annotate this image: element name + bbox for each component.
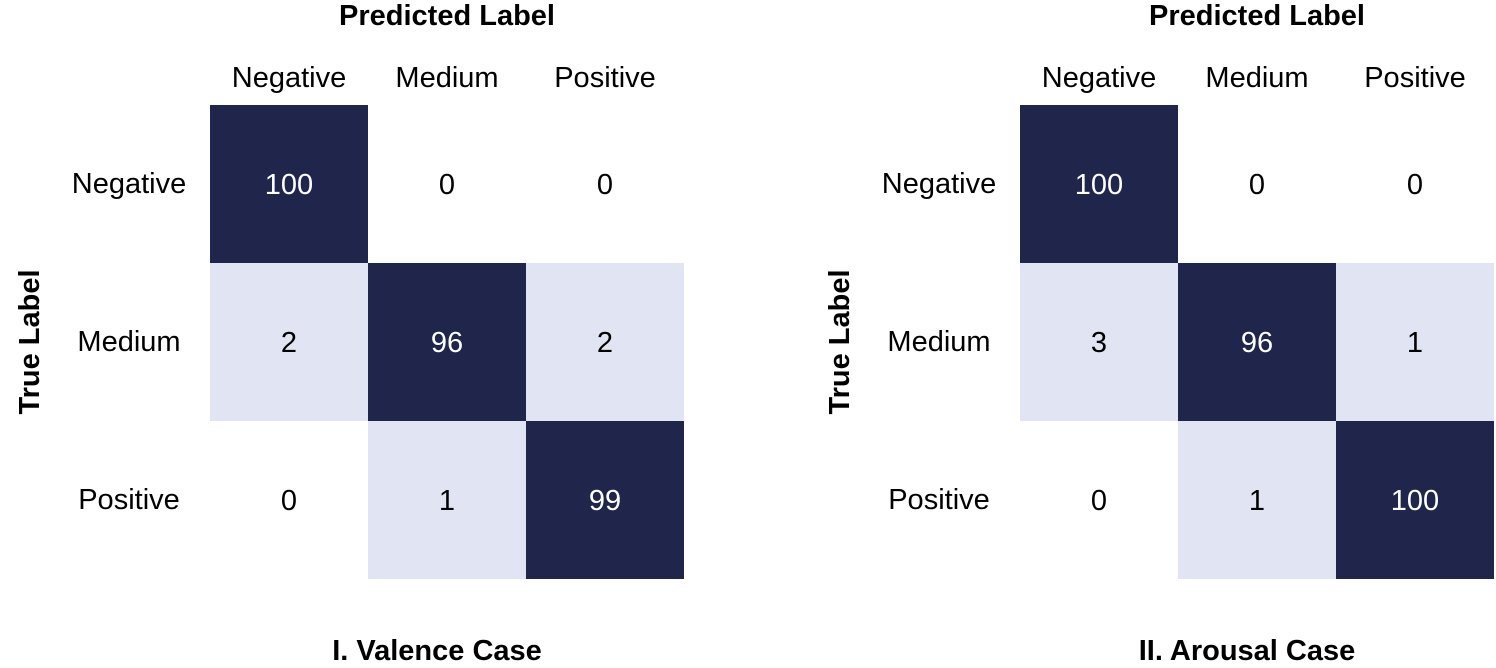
col-tick-label: Positive (1364, 62, 1466, 94)
cell-value-label: 0 (1249, 169, 1265, 201)
heatmap-grid: 100 0 0 3 96 1 0 1 100 (1020, 105, 1494, 579)
col-tick-label: Medium (395, 62, 499, 94)
row-tick-label: Negative (71, 168, 187, 200)
chart-caption: II. Arousal Case (1138, 635, 1356, 667)
heatmap-cell (526, 421, 684, 579)
cell-value-label: 1 (1249, 485, 1265, 517)
cell-value-label: 0 (597, 169, 613, 201)
cell-value-label: 0 (1407, 169, 1423, 201)
cell-value-label: 1 (1407, 327, 1423, 359)
heatmap-cell (368, 263, 526, 421)
cell-value-label: 100 (1391, 485, 1439, 517)
col-tick-label: Negative (1041, 62, 1157, 94)
confusion-matrix-valence: Predicted Label Negative Medium Positive… (0, 0, 748, 667)
row-tick-label: Positive (78, 484, 180, 516)
heatmap-cell (210, 105, 368, 263)
cell-value-label: 3 (1091, 327, 1107, 359)
heatmap-cell (1178, 105, 1336, 263)
row-tick-label: Medium (887, 326, 991, 358)
y-axis-label: True Label (14, 269, 46, 415)
cell-value-label: 100 (1075, 169, 1123, 201)
heatmap-cell (1178, 421, 1336, 579)
heatmap-cell (526, 263, 684, 421)
cell-value-label: 96 (431, 327, 463, 359)
heatmap-cell (1336, 421, 1494, 579)
heatmap-cell (1020, 105, 1178, 263)
heatmap-cell (526, 105, 684, 263)
confusion-matrix-arousal: Predicted Label Negative Medium Positive… (810, 0, 1496, 667)
cell-value-label: 0 (439, 169, 455, 201)
heatmap-cell (1178, 263, 1336, 421)
heatmap-cell (210, 421, 368, 579)
cell-value-label: 0 (1091, 485, 1107, 517)
cell-value-label: 0 (281, 485, 297, 517)
cell-value-label: 1 (439, 485, 455, 517)
heatmap-cell (1336, 263, 1494, 421)
heatmap-cell (1020, 263, 1178, 421)
cell-value-label: 100 (265, 169, 313, 201)
row-tick-label: Medium (77, 326, 181, 358)
cell-value-label: 99 (589, 485, 621, 517)
col-tick-label: Medium (1205, 62, 1309, 94)
chart-caption: I. Valence Case (332, 635, 542, 667)
x-axis-label: Predicted Label (339, 0, 555, 32)
row-tick-label: Negative (881, 168, 997, 200)
y-axis-label: True Label (824, 269, 856, 415)
cell-value-label: 2 (597, 327, 613, 359)
cell-value-label: 2 (281, 327, 297, 359)
col-tick-label: Negative (231, 62, 347, 94)
x-axis-label: Predicted Label (1149, 0, 1365, 32)
cell-value-label: 96 (1241, 327, 1273, 359)
heatmap-cell (368, 105, 526, 263)
row-tick-label: Positive (888, 484, 990, 516)
col-tick-label: Positive (554, 62, 656, 94)
heatmap-cell (1020, 421, 1178, 579)
heatmap-cell (1336, 105, 1494, 263)
heatmap-grid: 100 0 0 2 96 2 0 1 99 (210, 105, 684, 579)
heatmap-cell (368, 421, 526, 579)
heatmap-cell (210, 263, 368, 421)
